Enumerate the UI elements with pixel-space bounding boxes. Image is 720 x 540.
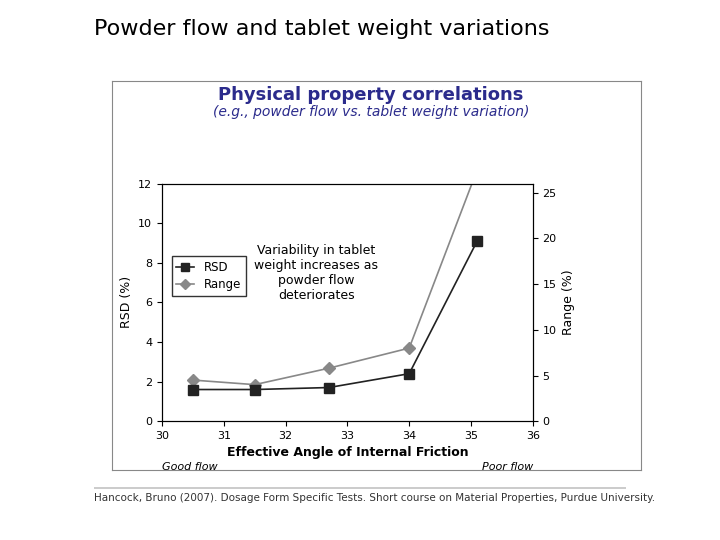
Text: Powder flow and tablet weight variations: Powder flow and tablet weight variations <box>94 19 549 39</box>
Y-axis label: RSD (%): RSD (%) <box>120 276 132 328</box>
Y-axis label: Range (%): Range (%) <box>562 269 575 335</box>
Text: Poor flow: Poor flow <box>482 462 533 472</box>
Text: (e.g., powder flow vs. tablet weight variation): (e.g., powder flow vs. tablet weight var… <box>212 105 529 119</box>
X-axis label: Effective Angle of Internal Friction: Effective Angle of Internal Friction <box>227 447 468 460</box>
Text: Physical property correlations: Physical property correlations <box>218 86 523 104</box>
Text: Hancock, Bruno (2007). Dosage Form Specific Tests. Short course on Material Prop: Hancock, Bruno (2007). Dosage Form Speci… <box>94 493 654 503</box>
Text: Variability in tablet
weight increases as
powder flow
deteriorates: Variability in tablet weight increases a… <box>254 244 379 302</box>
Text: Good flow: Good flow <box>162 462 217 472</box>
Legend: RSD, Range: RSD, Range <box>171 256 246 296</box>
